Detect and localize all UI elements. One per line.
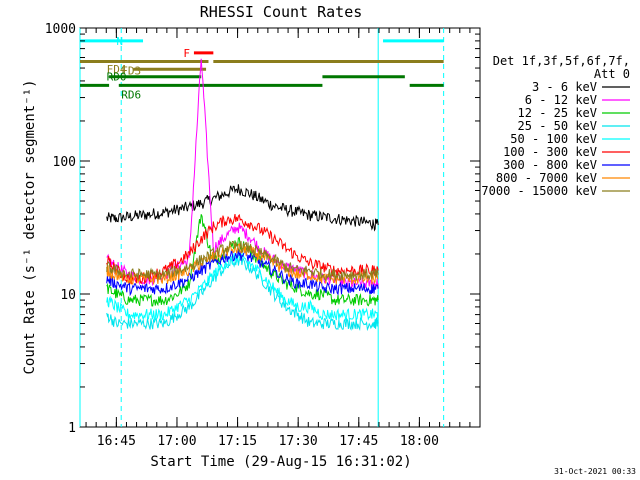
- interval-bar-label: F: [183, 47, 190, 60]
- x-tick-label: 17:30: [279, 434, 318, 449]
- legend-header-line-2: Att 0: [594, 67, 630, 81]
- series-line-6: [106, 248, 379, 297]
- interval-bar-label: RD0: [107, 71, 127, 84]
- series-line-5: [106, 213, 379, 285]
- x-tick-label: 17:15: [218, 434, 257, 449]
- interval-bar-label: RD6: [121, 88, 141, 101]
- y-tick-label: 100: [53, 155, 76, 170]
- legend-label: 12 - 25 keV: [518, 106, 597, 120]
- series-line-2: [106, 214, 379, 307]
- legend-label: 6 - 12 keV: [525, 93, 597, 107]
- legend-label: 50 - 100 keV: [510, 132, 597, 146]
- series-line-4: [106, 252, 379, 322]
- interval-bar-label: N: [116, 35, 123, 48]
- axis-ticks: 1 10 100 1000 16:45 17:00 17:15 17:30 17:45 18:00: [45, 22, 480, 449]
- x-tick-label: 18:00: [400, 434, 439, 449]
- legend-label: 300 - 800 keV: [503, 158, 597, 172]
- x-axis-label: Start Time (29-Aug-15 16:31:02): [150, 454, 411, 470]
- y-tick-label: 1000: [45, 22, 76, 37]
- series-line-8: [106, 240, 379, 282]
- legend-label: 7000 - 15000 keV: [481, 184, 597, 198]
- chart-title: RHESSI Count Rates: [200, 3, 363, 21]
- interval-bar-label: FD4: [107, 63, 127, 76]
- series-lines: [106, 58, 379, 332]
- legend-label: 25 - 50 keV: [518, 119, 597, 133]
- series-line-3: [106, 253, 379, 332]
- y-tick-label: 10: [60, 288, 76, 303]
- footer-date: 31-Oct-2021 00:33: [554, 467, 636, 476]
- legend-header-line-1: Det 1f,3f,5f,6f,7f,: [493, 54, 630, 68]
- x-tick-label: 16:45: [97, 434, 136, 449]
- legend-label: 3 - 6 keV: [532, 80, 597, 94]
- x-tick-label: 17:00: [157, 434, 196, 449]
- y-tick-label: 1: [68, 421, 76, 436]
- legend-label: 800 - 7000 keV: [496, 171, 597, 185]
- legend-label: 100 - 300 keV: [503, 145, 597, 159]
- x-tick-label: 17:45: [339, 434, 378, 449]
- series-line-0: [106, 184, 379, 232]
- y-axis-label: Count Rate (s⁻¹ detector segment⁻¹): [22, 79, 38, 374]
